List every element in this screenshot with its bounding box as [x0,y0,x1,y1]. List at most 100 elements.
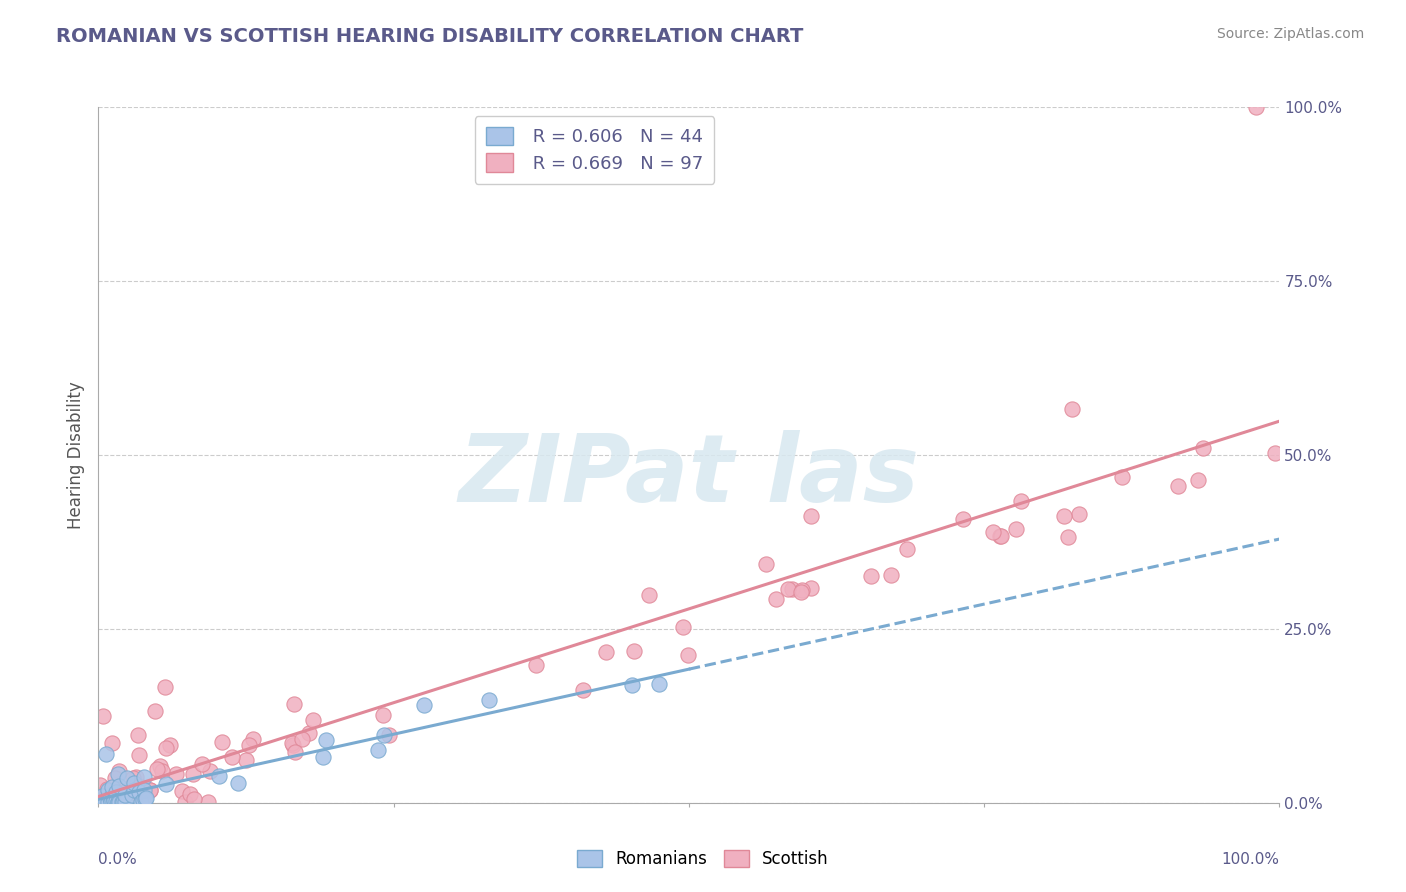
Point [104,771,127,785]
Point [778,582,800,596]
Point [1069,507,1091,521]
Point [96,782,118,797]
Point [91,708,114,723]
Point [103,793,125,807]
Point [198,764,221,778]
Point [132,770,155,784]
Point [128,747,150,762]
Point [173,795,195,809]
Point [800,508,823,523]
Point [96,782,118,797]
Point [478,692,501,706]
Point [98,795,121,809]
Point [281,738,304,752]
Point [115,795,138,809]
Point [312,750,335,764]
Text: ZIPat las: ZIPat las [458,430,920,522]
Point [122,782,145,797]
Point [93,795,115,809]
Point [896,542,918,557]
Point [115,783,138,797]
Text: 100.0%: 100.0% [1222,852,1279,866]
Point [373,707,395,722]
Point [115,772,138,786]
Point [524,657,547,672]
Point [648,677,671,691]
Point [155,741,177,756]
Point [755,557,778,571]
Point [98,795,121,809]
Point [170,784,193,798]
Point [105,794,128,808]
Point [90,795,112,809]
Point [595,645,617,659]
Point [671,620,693,634]
Point [990,529,1012,543]
Point [1264,446,1286,460]
Point [107,795,129,809]
Point [104,789,127,804]
Point [111,795,134,809]
Point [91,794,114,808]
Point [1244,100,1267,114]
Point [132,783,155,797]
Point [1192,441,1215,455]
Point [879,568,901,582]
Point [981,525,1004,540]
Point [94,795,117,809]
Point [790,585,813,599]
Point [153,680,176,694]
Point [143,704,166,718]
Point [129,795,152,809]
Point [105,795,128,809]
Point [623,644,645,658]
Point [131,780,153,794]
Point [107,795,129,809]
Point [283,698,305,712]
Point [98,791,121,805]
Point [128,785,150,799]
Point [104,783,127,797]
Point [197,795,219,809]
Point [114,795,136,809]
Point [107,795,129,809]
Point [97,795,120,809]
Point [208,769,231,783]
Point [228,776,250,790]
Text: Source: ZipAtlas.com: Source: ZipAtlas.com [1216,27,1364,41]
Point [301,713,323,727]
Point [638,588,661,602]
Point [800,581,823,595]
Point [107,766,129,780]
Point [103,795,125,809]
Point [149,759,172,773]
Point [373,728,395,742]
Point [988,529,1011,543]
Point [105,785,128,799]
Point [315,733,337,747]
Point [132,793,155,807]
Point [90,789,112,803]
Point [108,764,131,778]
Point [90,793,112,807]
Point [1057,529,1080,543]
Point [114,788,136,802]
Point [103,795,125,809]
Point [859,569,882,583]
Y-axis label: Hearing Disability: Hearing Disability [66,381,84,529]
Point [121,789,143,803]
Point [117,790,139,805]
Point [621,678,644,692]
Point [790,582,813,597]
Point [1111,470,1133,484]
Legend: Romanians, Scottish: Romanians, Scottish [571,843,835,875]
Point [183,792,205,806]
Point [235,752,257,766]
Point [165,767,187,781]
Point [155,777,177,791]
Point [111,792,134,806]
Point [298,726,321,740]
Point [211,735,233,749]
Point [89,778,111,792]
Point [122,788,145,802]
